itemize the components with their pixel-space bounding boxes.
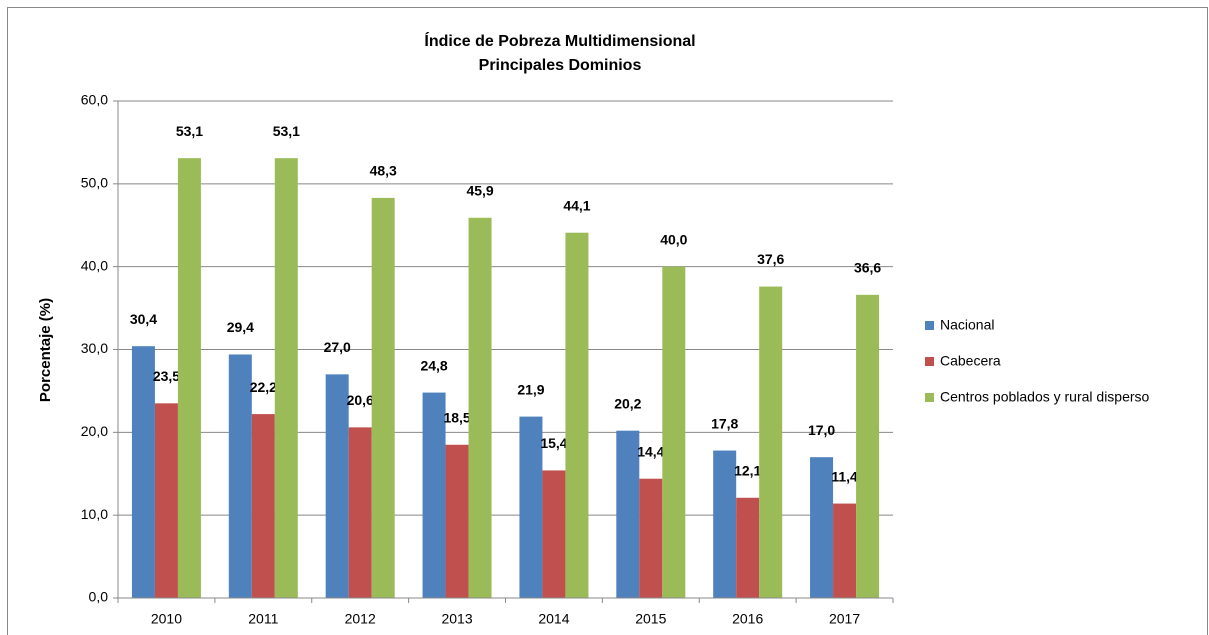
- legend-label: Cabecera: [940, 353, 1001, 369]
- value-label: 20,2: [614, 395, 641, 411]
- y-tick-label: 0,0: [89, 589, 109, 605]
- y-tick-label: 20,0: [81, 423, 108, 439]
- bar: [616, 430, 640, 598]
- bar: [639, 478, 663, 598]
- bar: [371, 197, 395, 599]
- chart-title: Índice de Pobreza Multidimensional: [424, 31, 695, 50]
- bar: [662, 266, 686, 598]
- value-label: 20,6: [347, 392, 374, 408]
- bar: [177, 158, 201, 598]
- value-label: 44,1: [563, 197, 590, 213]
- value-label: 14,4: [637, 443, 664, 459]
- bar: [131, 346, 155, 598]
- bar: [468, 217, 492, 599]
- x-tick-label: 2015: [635, 611, 666, 627]
- value-label: 45,9: [466, 182, 493, 198]
- value-label: 15,4: [540, 435, 567, 451]
- value-label: 22,2: [250, 379, 277, 395]
- value-label: 12,1: [734, 462, 761, 478]
- y-tick-label: 10,0: [81, 506, 108, 522]
- bar: [833, 503, 857, 598]
- bar: [422, 392, 446, 598]
- value-label: 17,0: [808, 422, 835, 438]
- x-tick-label: 2016: [732, 611, 763, 627]
- bar: [274, 158, 298, 598]
- value-label: 23,5: [153, 368, 180, 384]
- x-tick-label: 2012: [345, 611, 376, 627]
- x-tick-label: 2011: [248, 611, 278, 627]
- value-label: 30,4: [130, 311, 157, 327]
- legend-swatch: [925, 357, 934, 366]
- value-label: 18,5: [443, 409, 470, 425]
- bar: [445, 444, 469, 598]
- bar: [519, 416, 543, 598]
- value-label: 29,4: [227, 319, 254, 335]
- value-label: 53,1: [273, 123, 300, 139]
- x-tick-label: 2017: [829, 611, 860, 627]
- bar: [154, 403, 178, 598]
- bar: [713, 450, 737, 598]
- chart-subtitle: Principales Dominios: [479, 57, 642, 74]
- y-tick-label: 50,0: [81, 175, 108, 191]
- x-tick-label: 2010: [151, 611, 182, 627]
- y-tick-label: 60,0: [81, 92, 108, 108]
- y-tick-label: 30,0: [81, 340, 108, 356]
- value-label: 11,4: [831, 468, 858, 484]
- y-axis-label: Porcentaje (%): [37, 298, 54, 402]
- bar: [542, 470, 566, 598]
- bar: [565, 232, 589, 598]
- x-tick-label: 2013: [441, 611, 472, 627]
- bar: [251, 414, 275, 598]
- value-label: 53,1: [176, 123, 203, 139]
- value-label: 24,8: [420, 357, 447, 373]
- bar: [759, 286, 783, 598]
- legend-label: Centros poblados y rural disperso: [940, 389, 1150, 405]
- value-label: 27,0: [324, 339, 351, 355]
- value-label: 48,3: [370, 163, 397, 179]
- bar: [856, 294, 880, 598]
- x-tick-label: 2014: [538, 611, 569, 627]
- value-label: 37,6: [757, 251, 784, 267]
- legend-swatch: [925, 321, 934, 330]
- bar: [228, 354, 252, 598]
- value-label: 17,8: [711, 415, 738, 431]
- bar: [325, 374, 349, 598]
- legend-swatch: [925, 393, 934, 402]
- y-tick-label: 40,0: [81, 257, 108, 273]
- chart-border: [7, 7, 1208, 635]
- bar: [736, 497, 760, 598]
- value-label: 21,9: [517, 381, 544, 397]
- value-label: 36,6: [854, 260, 881, 276]
- bar: [810, 457, 834, 598]
- value-label: 40,0: [660, 231, 687, 247]
- bar: [348, 427, 372, 598]
- legend-label: Nacional: [940, 317, 994, 333]
